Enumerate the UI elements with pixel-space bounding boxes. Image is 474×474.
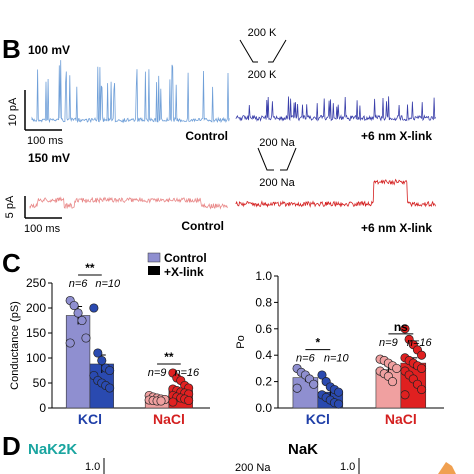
panel-d-ion-label: 200 Na (235, 462, 271, 474)
n-label: n=9 (379, 337, 398, 349)
data-point (317, 370, 327, 380)
data-point (97, 355, 107, 366)
data-point (334, 387, 344, 397)
y-tick-label: 0.6 (255, 322, 272, 336)
na-ion-label-bottom: 200 Na (259, 177, 295, 189)
k-membrane-bracket (239, 39, 287, 63)
y-tick-label: 100 (26, 351, 46, 365)
y-tick-label: 50 (33, 376, 47, 390)
n-label: n=10 (95, 278, 121, 290)
bar (65, 315, 91, 409)
nak-tick-label: 1.0 (340, 461, 355, 473)
data-point (309, 379, 319, 389)
significance-label: * (316, 336, 321, 350)
category-label: KCl (306, 411, 330, 427)
data-point (417, 350, 427, 360)
data-point (81, 333, 91, 343)
y-tick-label: 0 (39, 401, 46, 415)
data-point (400, 390, 410, 400)
data-point (105, 383, 115, 393)
current-trace-path (29, 196, 228, 210)
nak-title: NaK (288, 441, 318, 458)
row2-xlink-trace (235, 178, 436, 208)
current-trace-path (235, 178, 436, 208)
data-point (417, 363, 427, 373)
y-tick-label: 150 (26, 326, 46, 340)
row1-xlink-trace (235, 96, 436, 122)
n-label: n=16 (407, 337, 433, 349)
data-point (89, 303, 99, 313)
data-point (292, 383, 302, 393)
n-label: n=6 (296, 353, 316, 365)
category-label: NaCl (385, 411, 417, 427)
row2-control-label: Control (181, 219, 224, 233)
row2-xlink-label: +6 nm X-link (361, 221, 432, 235)
row1-control-label: Control (185, 129, 228, 143)
significance-label: ** (164, 350, 174, 364)
row2-control-trace (29, 196, 228, 210)
y-tick-label: 0.0 (255, 401, 272, 415)
legend-control-label: Control (164, 251, 207, 265)
nak2k-title: NaK2K (28, 441, 77, 458)
y-tick-label: 1.0 (255, 269, 272, 283)
category-label: KCl (78, 411, 102, 427)
legend-xlink-swatch (148, 266, 160, 275)
row1-scale-bar (24, 90, 62, 131)
data-point (387, 377, 398, 387)
y-tick-label: 0.4 (255, 348, 272, 362)
data-point (392, 363, 402, 373)
n-label: n=16 (174, 367, 200, 379)
legend-xlink-label: +X-link (164, 265, 204, 279)
data-point (69, 300, 79, 311)
panel-d-letter: D (2, 431, 21, 461)
row2-voltage-label: 150 mV (28, 151, 70, 165)
n-label: n=9 (148, 367, 167, 379)
significance-label: ** (85, 261, 95, 275)
category-label: NaCl (153, 411, 185, 427)
row1-xlink-label: +6 nm X-link (361, 129, 432, 143)
n-label: n=6 (69, 278, 89, 290)
row2-time-scale-label: 100 ms (24, 223, 61, 235)
na-ion-label-top: 200 Na (259, 137, 295, 149)
data-point (65, 338, 75, 348)
row2-current-scale-label: 5 pA (4, 195, 16, 218)
row1-control-trace (31, 60, 230, 124)
significance-label: ns (394, 320, 408, 334)
data-point (93, 348, 103, 358)
panel-b-letter: B (2, 34, 21, 64)
data-point (73, 308, 83, 318)
na-membrane-bracket (257, 147, 297, 171)
legend-control-swatch (147, 252, 161, 263)
row1-current-scale-label: 10 pA (7, 97, 19, 126)
panel-c-letter: C (2, 248, 21, 278)
y-tick-label: 0.2 (255, 375, 272, 389)
y-axis-label: Conductance (pS) (9, 301, 21, 390)
y-axis-label: Po (235, 335, 247, 348)
po-chart: 0.0 0.2 0.4 0.6 0.8 1.0 Po n=6 n=10* KCl n=9 n=16 ns… (235, 269, 444, 427)
row2-scale-bar (24, 196, 62, 219)
row1-time-scale-label: 100 ms (27, 135, 64, 147)
y-tick-label: 250 (26, 276, 46, 290)
legend: Control +X-link (147, 251, 207, 279)
n-label: n=10 (324, 353, 350, 365)
current-trace-path (235, 96, 436, 122)
nak2k-tick-label: 1.0 (85, 461, 100, 473)
data-point (417, 384, 427, 395)
k-ion-label-bottom: 200 K (248, 69, 277, 81)
y-tick-label: 0.8 (255, 295, 272, 309)
data-point (184, 395, 194, 406)
data-point (168, 397, 178, 407)
data-point (156, 396, 166, 406)
current-trace-path (31, 60, 230, 124)
k-ion-label-top: 200 K (248, 27, 277, 39)
data-point (400, 324, 410, 334)
data-point (77, 315, 87, 326)
y-tick-label: 200 (26, 301, 46, 315)
structure-fragment (438, 462, 456, 474)
row1-voltage-label: 100 mV (28, 43, 70, 57)
data-point (105, 365, 115, 376)
data-point (334, 399, 344, 409)
